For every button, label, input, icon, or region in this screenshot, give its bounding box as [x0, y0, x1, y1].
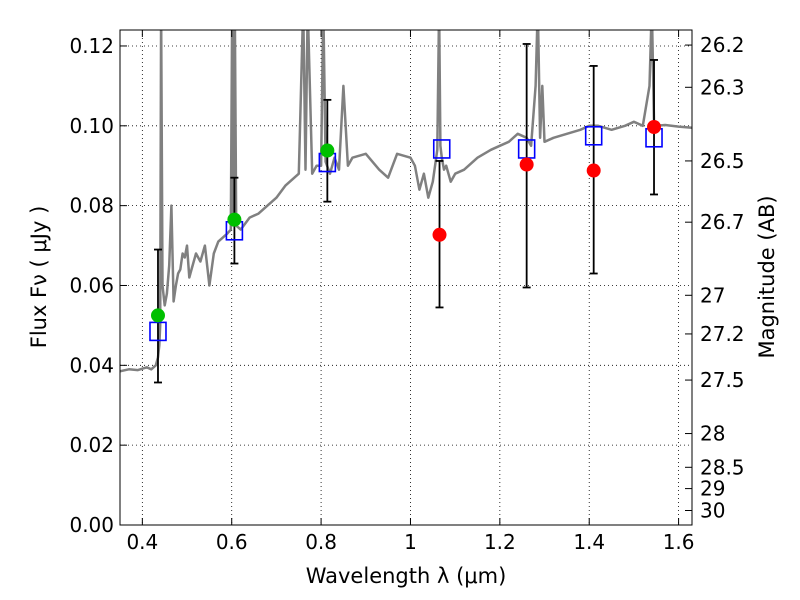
observed-point-green	[320, 143, 335, 158]
y-tick-label: 0.10	[69, 114, 114, 138]
x-axis-ticks: 0.4 0.6 0.8 1 1.2 1.4 1.6	[126, 30, 695, 554]
mag-tick-label: 26.2	[700, 33, 745, 57]
model-spectrum-layer	[120, 30, 692, 373]
y-axis-label: Flux Fν ( μJy )	[27, 206, 51, 349]
y-tick-label: 0.06	[69, 273, 114, 297]
mag-tick-label: 26.5	[700, 149, 745, 173]
mag-tick-label: 27	[700, 283, 725, 307]
error-bars-layer	[153, 43, 659, 384]
x-tick-label: 1.2	[484, 530, 516, 554]
y-tick-label: 0.02	[69, 433, 114, 457]
x-tick-label: 0.6	[216, 530, 248, 554]
observed-point-red	[586, 163, 601, 178]
mag-tick-label: 27.5	[700, 368, 745, 392]
grid-lines	[120, 30, 692, 526]
observed-point-red	[519, 157, 534, 172]
x-tick-label: 1.4	[573, 530, 605, 554]
model-spectrum-line	[120, 30, 692, 373]
model-bandpass-box	[584, 125, 603, 146]
observed-point-green	[150, 308, 165, 323]
y-tick-label: 0.08	[69, 194, 114, 218]
model-bandpass-box	[432, 139, 451, 159]
mag-tick-label: 28.5	[700, 455, 745, 479]
x-axis-label: Wavelength λ (μm)	[306, 564, 507, 588]
observed-point-red	[647, 120, 662, 135]
mag-tick-label: 26.3	[700, 75, 745, 99]
x-tick-label: 0.4	[126, 530, 158, 554]
observed-point-red	[432, 227, 447, 242]
observed-points-layer	[150, 120, 662, 323]
x-tick-label: 1	[404, 530, 417, 554]
mag-tick-label: 28	[700, 422, 725, 446]
x-tick-label: 1.6	[663, 530, 695, 554]
magnitude-axis-label: Magnitude (AB)	[755, 195, 779, 358]
model-bandpass-layer	[149, 125, 663, 342]
mag-tick-label: 29	[700, 477, 725, 501]
y-axis-ticks: 0.00 0.02 0.04 0.06 0.08 0.10 0.12	[69, 34, 127, 537]
mag-tick-label: 26.7	[700, 210, 745, 234]
mag-tick-label: 30	[700, 499, 725, 523]
observed-point-green	[227, 212, 242, 227]
x-tick-label: 0.8	[305, 530, 337, 554]
plot-frame	[119, 29, 693, 526]
y-tick-label: 0.04	[69, 353, 114, 377]
y-tick-label: 0.00	[69, 513, 114, 537]
y-tick-label: 0.12	[69, 34, 114, 58]
mag-tick-label: 27.2	[700, 322, 745, 346]
